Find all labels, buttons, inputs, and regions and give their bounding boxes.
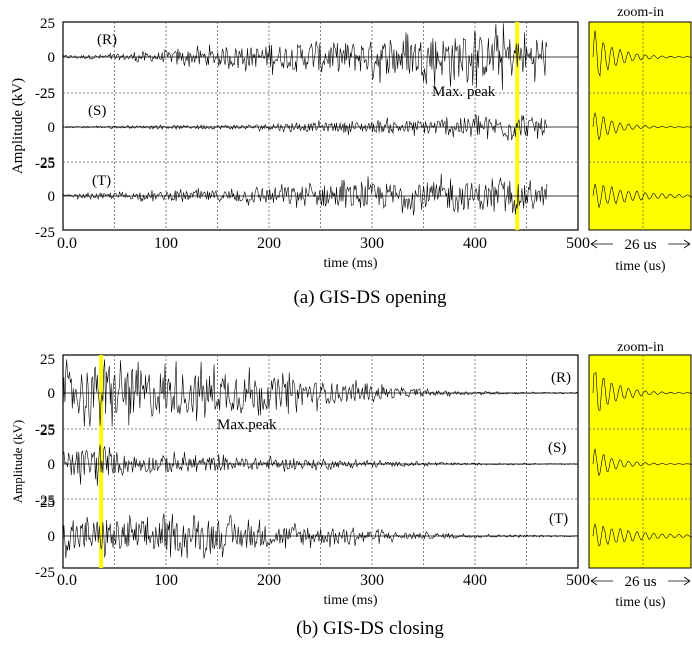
zoom-span-arrowhead-left (590, 576, 598, 586)
zoom-panel: zoom-in 26 us time (us) (588, 5, 692, 274)
series-label: (R) (97, 32, 117, 48)
panel-caption: (b) GIS-DS closing (296, 618, 444, 639)
zoom-x-axis-label: time (us) (615, 259, 665, 274)
zoom-trace (592, 183, 692, 209)
x-tick-label: 400 (463, 235, 487, 252)
y-tick-label: 25 (40, 16, 55, 32)
max-peak-label: Max.peak (217, 417, 277, 433)
zoom-trace (592, 448, 692, 477)
zoom-background (588, 21, 692, 231)
y-tick-label: 25 (40, 155, 55, 171)
zoom-trace (592, 111, 692, 141)
zoom-title: zoom-in (617, 340, 664, 355)
x-tick-label: 500 (566, 572, 590, 589)
series-trace (62, 173, 548, 216)
zoom-trace (592, 523, 692, 547)
y-tick-label: 0 (48, 386, 56, 402)
series-label: (R) (551, 370, 571, 386)
x-axis-label: time (ms) (323, 256, 377, 271)
x-tick-label: 200 (257, 235, 281, 252)
x-tick-label: 200 (257, 572, 281, 589)
y-tick-label: 0 (48, 529, 56, 545)
y-tick-label: 0 (48, 120, 56, 136)
y-axis-label: Amplitude (kV) (10, 420, 25, 503)
x-tick-label: 300 (360, 235, 384, 252)
series-label: (T) (92, 173, 111, 189)
max-peak-marker (99, 355, 104, 568)
y-tick-label: 0 (48, 189, 56, 205)
y-tick-label: -25 (35, 565, 55, 581)
zoom-x-axis-label: time (us) (615, 595, 665, 610)
x-axis-label: time (ms) (323, 593, 377, 608)
zoom-trace (592, 30, 692, 77)
max-peak-label: Max. peak (432, 84, 496, 100)
y-tick-label: -25 (35, 225, 55, 241)
y-axis-label: Amplitude (kV) (10, 78, 26, 174)
zoom-span-label: 26 us (624, 574, 656, 590)
y-tick-label: 25 (40, 86, 55, 102)
series-trace (62, 114, 548, 141)
x-tick-label: 0.0 (57, 235, 77, 252)
y-tick-label: -25 (35, 156, 55, 172)
y-tick-label: 25 (40, 423, 55, 439)
x-tick-label: 100 (154, 572, 178, 589)
y-tick-label: 25 (40, 352, 55, 368)
series-trace (62, 444, 578, 486)
x-tick-label: 0.0 (57, 572, 77, 589)
series-trace (62, 359, 578, 427)
x-tick-label: 500 (566, 235, 590, 252)
zoom-span-label: 26 us (624, 237, 656, 253)
zoom-span-arrowhead-right (683, 239, 691, 249)
x-tick-label: 100 (154, 235, 178, 252)
y-tick-label: -25 (35, 86, 55, 102)
series-trace (62, 23, 548, 91)
series-label: (S) (548, 440, 566, 456)
series-label: (S) (88, 103, 106, 119)
y-tick-label: 25 (40, 495, 55, 511)
zoom-title: zoom-in (617, 5, 664, 20)
panel-caption: (a) GIS-DS opening (293, 287, 447, 308)
series-label: (T) (549, 511, 568, 527)
zoom-panel: zoom-in 26 us time (us) (588, 340, 692, 610)
x-tick-label: 400 (463, 572, 487, 589)
series-trace (62, 513, 578, 559)
zoom-background (588, 354, 692, 569)
zoom-trace (592, 372, 692, 411)
zoom-span-arrowhead-left (590, 239, 598, 249)
y-tick-label: -25 (35, 493, 55, 509)
y-tick-label: -25 (35, 422, 55, 438)
x-tick-label: 300 (360, 572, 384, 589)
y-tick-label: 0 (48, 50, 56, 66)
zoom-span-arrowhead-right (683, 576, 691, 586)
y-tick-label: 0 (48, 457, 56, 473)
